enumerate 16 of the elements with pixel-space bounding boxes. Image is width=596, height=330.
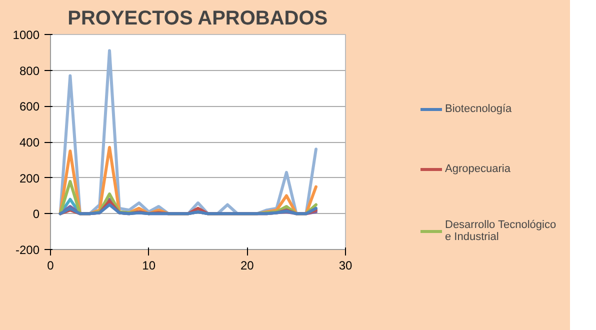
legend-label: Agropecuaria — [445, 163, 510, 175]
x-tick-label: 0 — [47, 258, 54, 272]
legend-label: Desarrollo Tecnológico e Industrial — [445, 219, 556, 243]
legend-label: Biotecnología — [445, 103, 512, 115]
y-tick-label: 400 — [19, 136, 40, 150]
y-tick-label: 0 — [32, 207, 40, 222]
y-tick-label: 600 — [19, 100, 40, 114]
x-tick-label: 10 — [142, 258, 156, 272]
y-tick-label: -200 — [15, 243, 40, 257]
y-tick-label: 200 — [19, 171, 40, 186]
y-tick-label: 800 — [19, 64, 40, 78]
chart-title: PROYECTOS APROBADOS — [68, 8, 328, 30]
x-tick-label: 30 — [338, 258, 352, 272]
x-tick-label: 20 — [240, 258, 254, 272]
line-series — [58, 203, 318, 216]
y-tick-label: 1000 — [12, 28, 40, 42]
